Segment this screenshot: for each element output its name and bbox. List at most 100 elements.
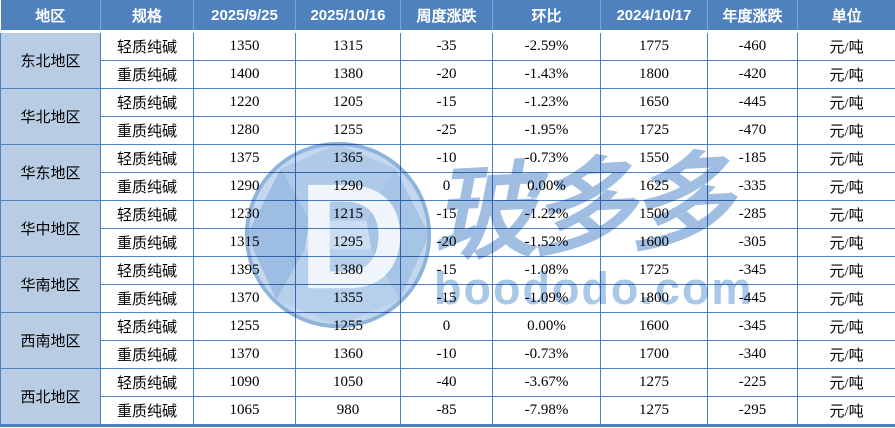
table-row: 华东地区 轻质纯碱 1375 1365 -10 -0.73% 1550 -185 元/吨 xyxy=(0,144,895,201)
wow-cell: -0.73% xyxy=(492,340,601,369)
year_ago-cell: 1800 xyxy=(600,60,708,89)
table-row: 东北地区 轻质纯碱 1350 1315 -35 -2.59% 1775 -460 元/吨 xyxy=(0,31,895,89)
curr-cell: 1380 xyxy=(295,60,401,89)
region-cell: 西北地区 xyxy=(0,368,101,426)
weekly-cell: 0 xyxy=(400,172,493,201)
wow-cell: 0.00% xyxy=(492,312,601,341)
prev-cell: 1280 xyxy=(193,116,296,145)
curr-cell: 980 xyxy=(295,396,401,426)
weekly-cell: -15 xyxy=(400,88,493,117)
curr-cell: 1050 xyxy=(295,368,401,397)
yearly-cell: -225 xyxy=(707,368,798,397)
wow-cell: -0.73% xyxy=(492,144,601,173)
weekly-cell: -15 xyxy=(400,256,493,285)
yearly-cell: -295 xyxy=(707,396,798,426)
spec-cell: 重质纯碱 xyxy=(100,60,194,89)
weekly-cell: -20 xyxy=(400,60,493,89)
prev-cell: 1065 xyxy=(193,396,296,426)
yearly-cell: -460 xyxy=(707,31,798,61)
wow-cell: -7.98% xyxy=(492,396,601,426)
curr-cell: 1215 xyxy=(295,200,401,229)
spec-cell: 重质纯碱 xyxy=(100,172,194,201)
region-cell: 东北地区 xyxy=(0,31,101,89)
yearly-cell: -285 xyxy=(707,200,798,229)
unit-cell: 元/吨 xyxy=(797,31,895,61)
column-header: 单位 xyxy=(797,0,895,33)
wow-cell: -1.43% xyxy=(492,60,601,89)
weekly-cell: -20 xyxy=(400,228,493,257)
table-row: 重质纯碱 1400 1380 -20 -1.43% 1800 -420 元/吨 xyxy=(1,60,895,89)
region-cell: 华北地区 xyxy=(0,88,101,145)
wow-cell: -1.95% xyxy=(492,116,601,145)
wow-cell: -3.67% xyxy=(492,368,601,397)
yearly-cell: -345 xyxy=(707,256,798,285)
curr-cell: 1355 xyxy=(295,284,401,313)
spec-cell: 轻质纯碱 xyxy=(100,144,194,173)
unit-cell: 元/吨 xyxy=(797,172,895,201)
column-header: 2024/10/17 xyxy=(600,0,708,33)
wow-cell: -2.59% xyxy=(492,31,601,61)
curr-cell: 1295 xyxy=(295,228,401,257)
yearly-cell: -340 xyxy=(707,340,798,369)
table-row: 华中地区 轻质纯碱 1230 1215 -15 -1.22% 1500 -285 元/吨 xyxy=(0,200,895,257)
year_ago-cell: 1275 xyxy=(600,368,708,397)
spec-cell: 轻质纯碱 xyxy=(100,368,194,397)
spec-cell: 重质纯碱 xyxy=(100,228,194,257)
yearly-cell: -305 xyxy=(707,228,798,257)
weekly-cell: -25 xyxy=(400,116,493,145)
year_ago-cell: 1650 xyxy=(600,88,708,117)
wow-cell: -1.52% xyxy=(492,228,601,257)
table-row: 重质纯碱 1370 1355 -15 -1.09% 1800 -445 元/吨 xyxy=(1,284,895,313)
curr-cell: 1315 xyxy=(295,31,401,61)
unit-cell: 元/吨 xyxy=(797,60,895,89)
weekly-cell: -35 xyxy=(400,31,493,61)
table-header: 地区 规格 2025/9/25 2025/10/16 周度涨跌 环比 2024/10/17 年… xyxy=(0,0,895,33)
year_ago-cell: 1600 xyxy=(600,312,708,341)
unit-cell: 元/吨 xyxy=(797,256,895,285)
table-row: 华北地区 轻质纯碱 1220 1205 -15 -1.23% 1650 -445 元/吨 xyxy=(0,88,895,145)
spec-cell: 重质纯碱 xyxy=(100,340,194,369)
prev-cell: 1255 xyxy=(193,312,296,341)
column-header: 地区 xyxy=(0,0,101,33)
table-row: 重质纯碱 1370 1360 -10 -0.73% 1700 -340 元/吨 xyxy=(1,340,895,369)
table-row: 重质纯碱 1290 1290 0 0.00% 1625 -335 元/吨 xyxy=(1,172,895,201)
yearly-cell: -420 xyxy=(707,60,798,89)
column-header: 环比 xyxy=(492,0,601,33)
curr-cell: 1380 xyxy=(295,256,401,285)
region-cell: 西南地区 xyxy=(0,312,101,369)
table-row: 西北地区 轻质纯碱 1090 1050 -40 -3.67% 1275 -225 元/吨 xyxy=(0,368,895,426)
unit-cell: 元/吨 xyxy=(797,116,895,145)
region-cell: 华南地区 xyxy=(0,256,101,313)
curr-cell: 1255 xyxy=(295,116,401,145)
unit-cell: 元/吨 xyxy=(797,88,895,117)
prev-cell: 1370 xyxy=(193,340,296,369)
table-body: 东北地区 轻质纯碱 1350 1315 -35 -2.59% 1775 -460 元/吨 重质纯碱… xyxy=(0,31,895,426)
spec-cell: 轻质纯碱 xyxy=(100,200,194,229)
unit-cell: 元/吨 xyxy=(797,228,895,257)
year_ago-cell: 1725 xyxy=(600,116,708,145)
weekly-cell: 0 xyxy=(400,312,493,341)
wow-cell: -1.22% xyxy=(492,200,601,229)
prev-cell: 1395 xyxy=(193,256,296,285)
year_ago-cell: 1600 xyxy=(600,228,708,257)
wow-cell: -1.09% xyxy=(492,284,601,313)
year_ago-cell: 1800 xyxy=(600,284,708,313)
column-header: 2025/9/25 xyxy=(193,0,296,33)
region-cell: 华东地区 xyxy=(0,144,101,201)
curr-cell: 1290 xyxy=(295,172,401,201)
year_ago-cell: 1550 xyxy=(600,144,708,173)
unit-cell: 元/吨 xyxy=(797,340,895,369)
unit-cell: 元/吨 xyxy=(797,312,895,341)
table-row: 重质纯碱 1280 1255 -25 -1.95% 1725 -470 元/吨 xyxy=(1,116,895,145)
unit-cell: 元/吨 xyxy=(797,200,895,229)
spec-cell: 重质纯碱 xyxy=(100,396,194,426)
unit-cell: 元/吨 xyxy=(797,284,895,313)
spec-cell: 轻质纯碱 xyxy=(100,256,194,285)
year_ago-cell: 1700 xyxy=(600,340,708,369)
curr-cell: 1255 xyxy=(295,312,401,341)
spec-cell: 重质纯碱 xyxy=(100,116,194,145)
weekly-cell: -15 xyxy=(400,284,493,313)
spec-cell: 轻质纯碱 xyxy=(100,312,194,341)
